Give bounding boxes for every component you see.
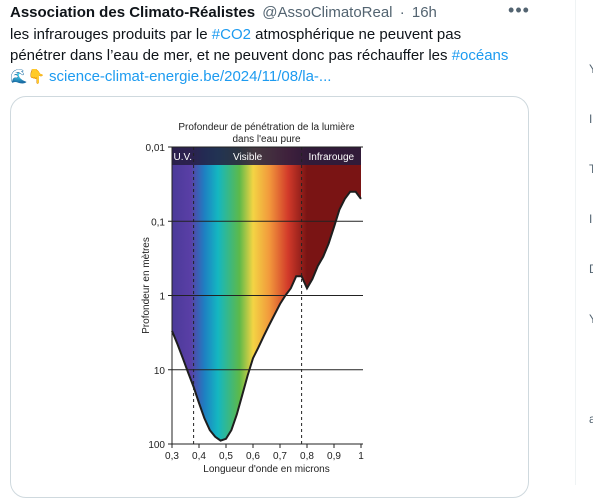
y-tick-label: 1 bbox=[159, 292, 165, 303]
sidebar-partial-glyph: D bbox=[589, 262, 593, 276]
sidebar-partial-glyph: a bbox=[589, 412, 593, 426]
author-handle[interactable]: @AssoClimatoReal bbox=[262, 4, 393, 21]
author-name[interactable]: Association des Climato-Réalistes bbox=[10, 4, 256, 21]
article-link[interactable]: science-climat-energie.be/2024/11/08/la-… bbox=[49, 68, 332, 85]
spectrum-fill-area bbox=[172, 147, 361, 441]
x-tick-label: 0,5 bbox=[219, 451, 233, 462]
hashtag-co2[interactable]: #CO2 bbox=[211, 26, 251, 43]
tweet-card[interactable]: Association des Climato-Réalistes @AssoC… bbox=[0, 0, 540, 498]
tweet-time[interactable]: 16h bbox=[411, 4, 437, 21]
sidebar-partial-glyph: T bbox=[589, 162, 593, 176]
x-axis-label: Longueur d'onde en microns bbox=[203, 464, 329, 475]
more-dots-icon[interactable]: ••• bbox=[508, 0, 530, 20]
pointing-down-icon: 👇 bbox=[27, 69, 45, 85]
tweet-text-part: atmosphérique ne peuvent pas bbox=[250, 26, 462, 43]
y-tick-label: 10 bbox=[154, 366, 166, 377]
tweet-text: les infrarouges produits par le #CO2 atm… bbox=[10, 24, 535, 88]
region-label: Visible bbox=[233, 152, 263, 163]
tweet-media-image[interactable]: 0,01 0,1 1 10 100 0,3 0,4 0,5 0,6 0,7 0,8 0,9 1 U.V. V… bbox=[10, 96, 529, 498]
hashtag-oceans[interactable]: #océans bbox=[451, 47, 509, 64]
region-label: U.V. bbox=[174, 152, 193, 163]
y-tick-label: 0,1 bbox=[151, 217, 165, 228]
x-tick-label: 0,9 bbox=[327, 451, 341, 462]
tweet-text-part: les infrarouges produits par le bbox=[10, 26, 212, 43]
x-tick-label: 0,6 bbox=[246, 451, 260, 462]
sidebar-partial-glyph: Y bbox=[589, 312, 593, 326]
sidebar-partial-glyph: I bbox=[589, 112, 593, 126]
x-tick-label: 0,8 bbox=[300, 451, 314, 462]
chart-title-line1: Profondeur de pénétration de la lumière bbox=[178, 122, 355, 133]
region-label: Infrarouge bbox=[309, 152, 355, 163]
water-wave-icon: 🌊 bbox=[10, 69, 28, 85]
sidebar-partial-glyph: I bbox=[589, 212, 593, 226]
depth-curve bbox=[171, 190, 362, 442]
region-header-bar bbox=[172, 147, 361, 165]
y-tick-label: 0,01 bbox=[146, 143, 166, 154]
right-sidebar-edge bbox=[575, 0, 593, 485]
meta-separator: · bbox=[399, 4, 405, 21]
x-tick-label: 0,7 bbox=[273, 451, 287, 462]
y-tick-label: 100 bbox=[148, 440, 165, 451]
x-tick-label: 0,4 bbox=[192, 451, 206, 462]
x-tick-label: 1 bbox=[358, 451, 364, 462]
y-axis-label: Profondeur en mètres bbox=[141, 237, 152, 334]
x-tick-label: 0,3 bbox=[165, 451, 179, 462]
sidebar-partial-glyph: Y bbox=[589, 62, 593, 76]
chart-title-line2: dans l'eau pure bbox=[232, 134, 301, 145]
tweet-header: Association des Climato-Réalistes @AssoC… bbox=[10, 3, 437, 23]
tweet-text-part: pénétrer dans l’eau de mer, et ne peuven… bbox=[10, 47, 452, 64]
